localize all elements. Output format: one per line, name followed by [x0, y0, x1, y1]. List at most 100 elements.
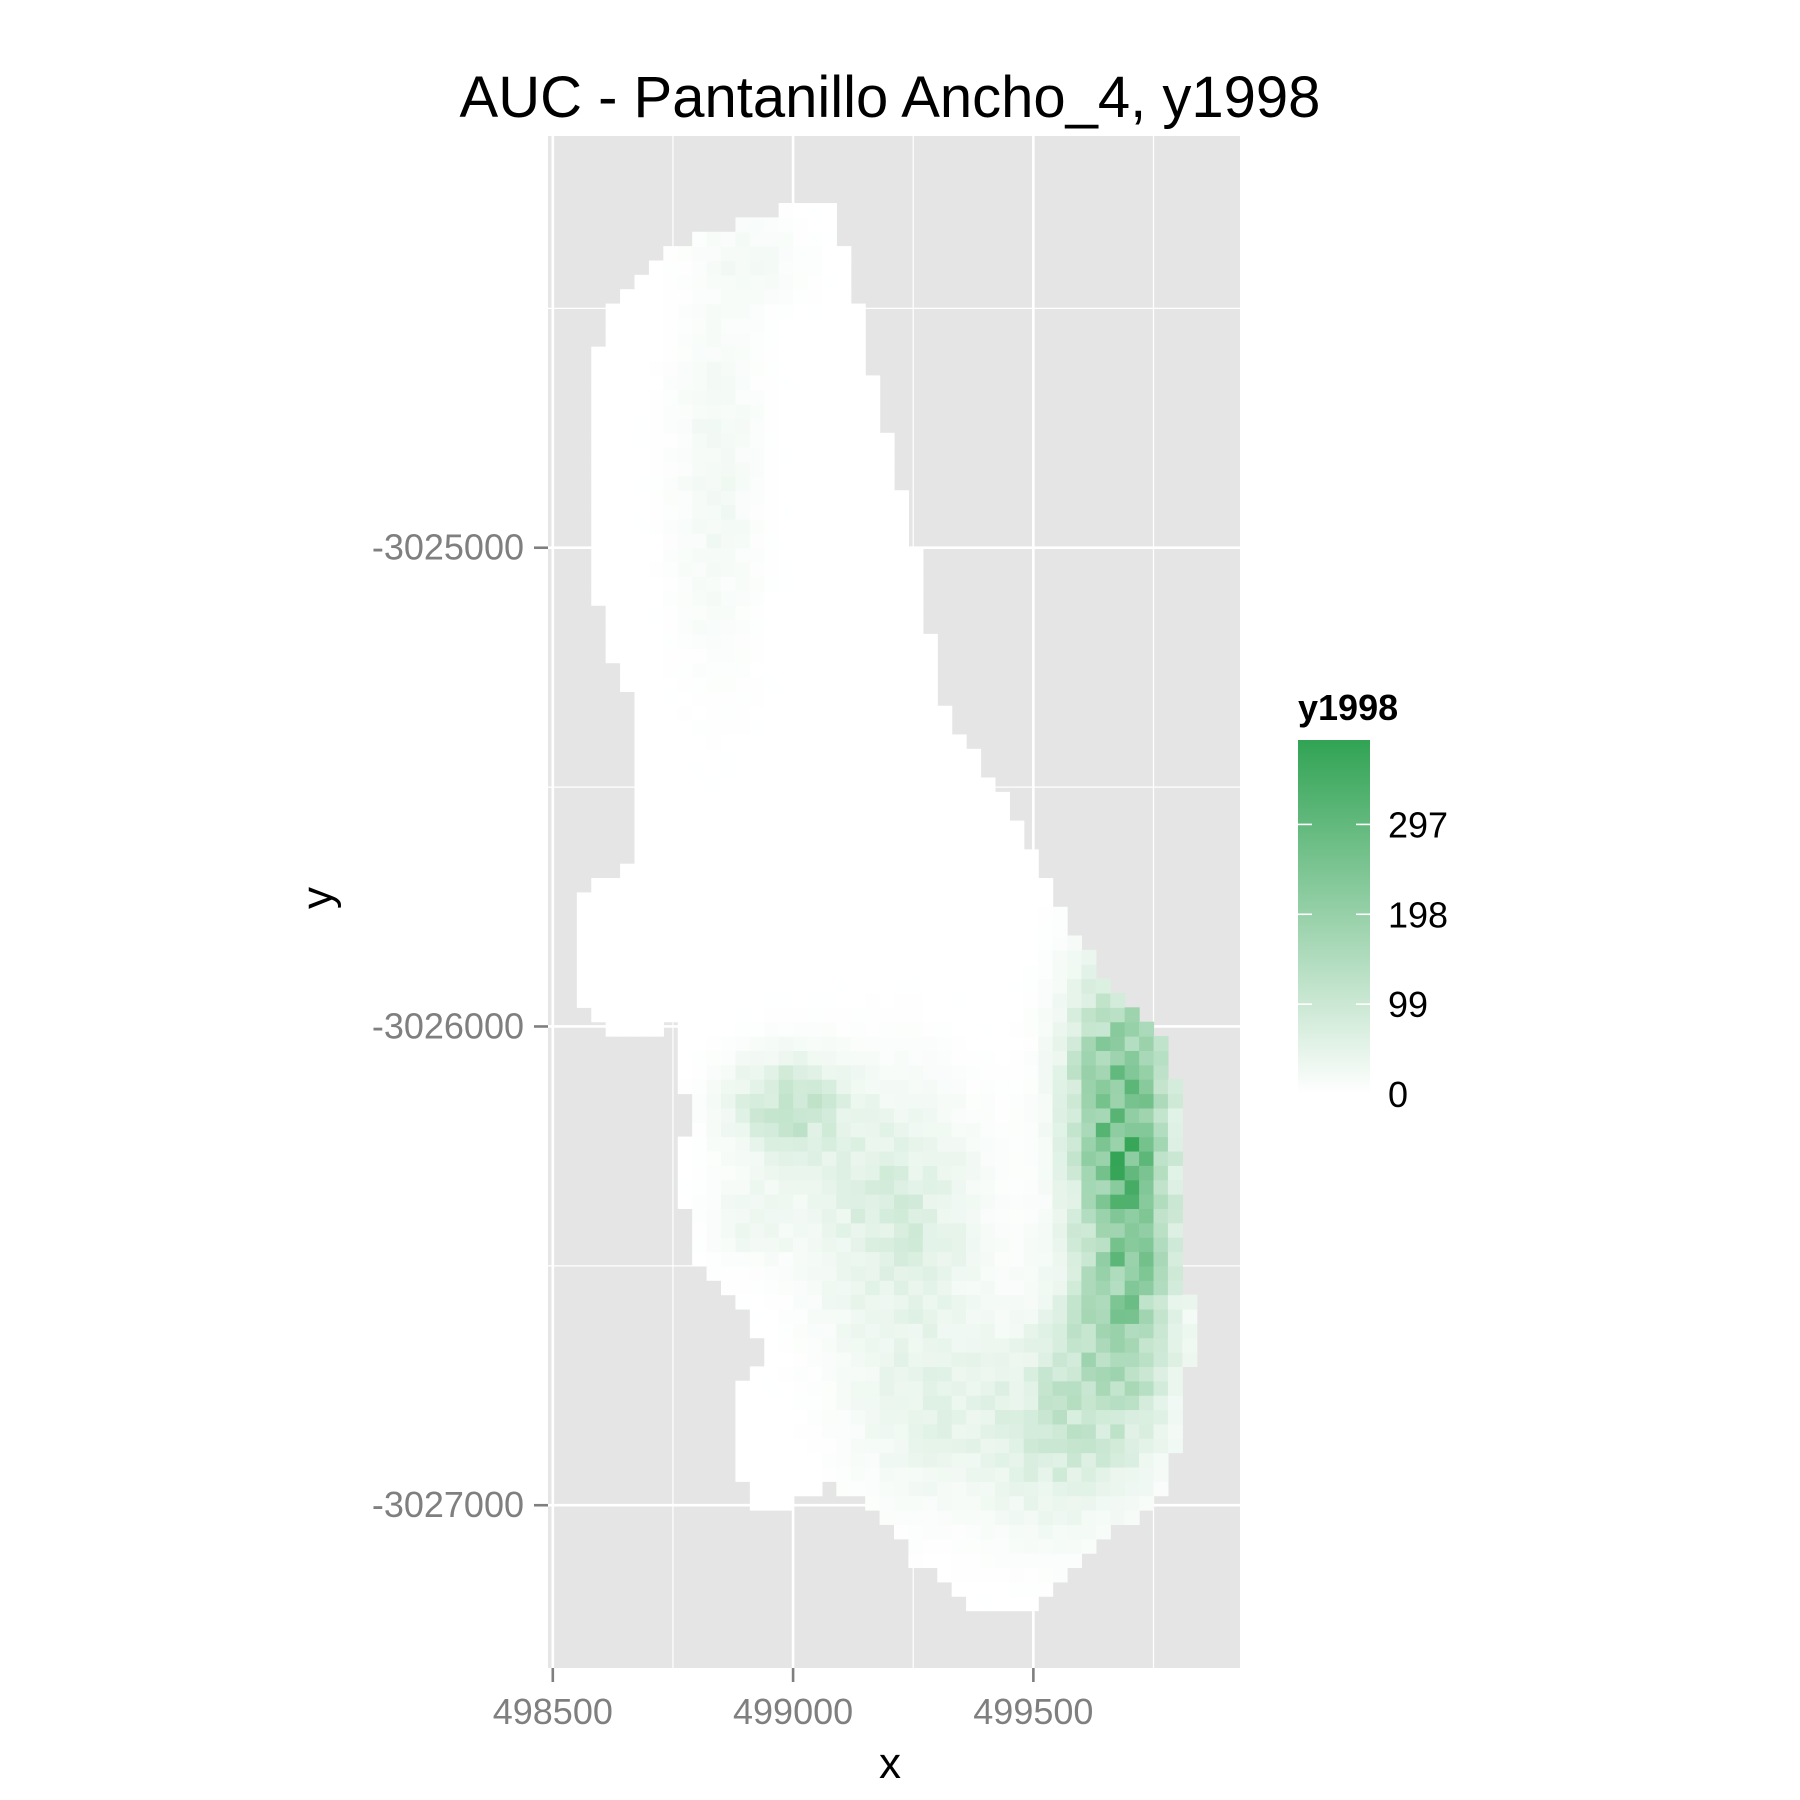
raster-cell: [951, 1021, 967, 1037]
chart-title: AUC - Pantanillo Ancho_4, y1998: [460, 65, 1321, 130]
raster-cell: [908, 820, 924, 836]
raster-cell: [836, 317, 852, 333]
raster-cell: [778, 1079, 794, 1095]
raster-cell: [778, 576, 794, 592]
raster-cell: [1009, 1337, 1025, 1353]
raster-cell: [1009, 1036, 1025, 1052]
raster-cell: [821, 562, 837, 578]
raster-cell: [793, 461, 809, 477]
raster-cell: [951, 1567, 967, 1583]
raster-cell: [1038, 978, 1054, 994]
raster-cell: [793, 432, 809, 448]
raster-cell: [605, 519, 621, 534]
raster-cell: [1009, 1495, 1025, 1511]
raster-cell: [793, 533, 809, 549]
y-axis-title: y: [293, 887, 342, 909]
raster-cell: [850, 734, 866, 750]
raster-cell: [865, 921, 881, 937]
raster-cell: [778, 763, 794, 779]
raster-cell: [778, 1280, 794, 1296]
raster-cell: [879, 1122, 895, 1138]
raster-cell: [706, 633, 722, 649]
raster-cell: [821, 533, 837, 549]
raster-cell: [663, 361, 679, 376]
raster-cell: [1081, 949, 1097, 965]
raster-cell: [721, 475, 737, 491]
raster-cell: [634, 346, 650, 362]
raster-cell: [620, 289, 636, 305]
raster-cell: [778, 547, 794, 563]
raster-cell: [764, 1179, 780, 1195]
raster-cell: [879, 935, 895, 951]
raster-cell: [778, 691, 794, 707]
raster-cell: [1038, 1107, 1054, 1123]
raster-cell: [793, 576, 809, 592]
raster-cell: [836, 691, 852, 707]
raster-cell: [1009, 1323, 1025, 1339]
raster-cell: [1067, 1107, 1083, 1123]
raster-cell: [620, 964, 636, 980]
raster-cell: [821, 1251, 837, 1267]
raster-cell: [937, 921, 953, 937]
raster-cell: [807, 978, 823, 994]
raster-cell: [749, 734, 765, 750]
raster-cell: [966, 1251, 982, 1267]
raster-cell: [793, 1036, 809, 1052]
raster-cell: [966, 763, 982, 779]
raster-cell: [821, 475, 837, 491]
raster-cell: [793, 834, 809, 850]
raster-cell: [850, 720, 866, 736]
raster-cell: [648, 964, 664, 980]
raster-cell: [922, 1366, 938, 1382]
raster-cell: [879, 892, 895, 908]
raster-cell: [836, 1222, 852, 1238]
raster-cell: [721, 949, 737, 965]
raster-cell: [807, 748, 823, 764]
raster-cell: [994, 1438, 1010, 1454]
raster-cell: [793, 1093, 809, 1109]
raster-cell: [836, 332, 852, 348]
raster-cell: [922, 964, 938, 980]
raster-cell: [706, 1265, 722, 1281]
raster-cell: [735, 1165, 751, 1181]
raster-cell: [735, 734, 751, 750]
raster-cell: [778, 1466, 794, 1482]
raster-cell: [1052, 1194, 1068, 1209]
raster-cell: [908, 605, 924, 621]
raster-cell: [735, 389, 751, 405]
raster-cell: [793, 1007, 809, 1023]
raster-cell: [807, 734, 823, 750]
raster-cell: [836, 1409, 852, 1425]
raster-cell: [807, 1093, 823, 1109]
raster-cell: [735, 806, 751, 822]
raster-cell: [821, 633, 837, 649]
raster-cell: [894, 935, 910, 951]
raster-cell: [677, 317, 693, 333]
raster-cell: [735, 1280, 751, 1296]
raster-cell: [980, 820, 996, 836]
raster-cell: [721, 964, 737, 980]
raster-cell: [1009, 1481, 1025, 1497]
raster-cell: [677, 834, 693, 850]
raster-cell: [793, 1438, 809, 1454]
raster-cell: [749, 992, 765, 1008]
raster-cell: [764, 303, 780, 319]
raster-cell: [980, 1409, 996, 1425]
raster-cell: [692, 389, 708, 405]
raster-cell: [1023, 1222, 1039, 1238]
raster-cell: [735, 791, 751, 807]
raster-cell: [1110, 1265, 1126, 1281]
raster-cell: [1095, 1093, 1111, 1109]
raster-cell: [793, 648, 809, 664]
raster-cell: [865, 1165, 881, 1181]
raster-cell: [1009, 978, 1025, 994]
raster-cell: [778, 863, 794, 879]
raster-cell: [735, 533, 751, 549]
raster-cell: [894, 1237, 910, 1253]
raster-cell: [706, 361, 722, 376]
raster-cell: [1009, 906, 1025, 922]
raster-cell: [908, 1280, 924, 1296]
raster-cell: [894, 949, 910, 965]
raster-cell: [764, 274, 780, 290]
raster-cell: [778, 1251, 794, 1267]
